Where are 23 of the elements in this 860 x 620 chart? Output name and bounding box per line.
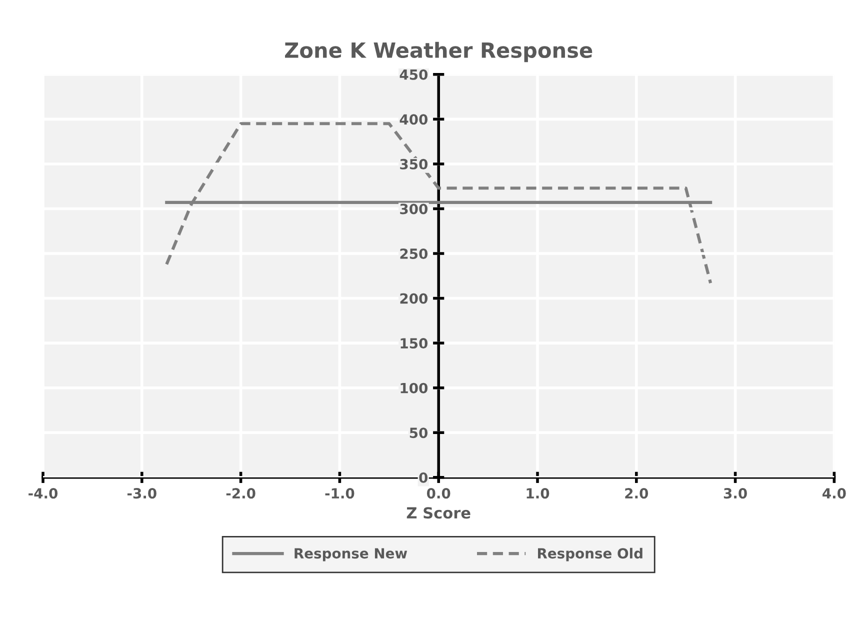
y-tick-label: 250 <box>400 248 428 259</box>
x-tick-label: -1.0 <box>325 488 354 499</box>
chart-title: Zone K Weather Response <box>285 42 592 62</box>
x-tick-label: 2.0 <box>625 488 648 499</box>
y-tick-label: 50 <box>410 428 428 438</box>
x-tick-label: 3.0 <box>724 488 747 499</box>
x-axis-title: Z Score <box>406 507 470 519</box>
y-tick-label: 350 <box>400 158 428 170</box>
y-tick-label: 400 <box>400 114 428 125</box>
x-tick-label: 0.0 <box>426 488 450 499</box>
y-tick-label: 0 <box>419 472 428 483</box>
legend-label: Response New <box>294 548 408 562</box>
x-tick-label: -3.0 <box>127 488 156 499</box>
x-tick-label: -4.0 <box>28 488 58 499</box>
y-tick-label: 450 <box>400 69 428 80</box>
x-tick-label: 1.0 <box>526 488 550 499</box>
x-tick-label: 4.0 <box>822 488 846 499</box>
y-tick-label: 150 <box>400 338 428 349</box>
legend-label: Response Old <box>538 548 642 562</box>
y-tick-label: 200 <box>400 293 428 304</box>
y-tick-label: 100 <box>400 382 428 394</box>
y-tick-label: 300 <box>400 204 428 214</box>
x-tick-label: -2.0 <box>226 488 256 499</box>
